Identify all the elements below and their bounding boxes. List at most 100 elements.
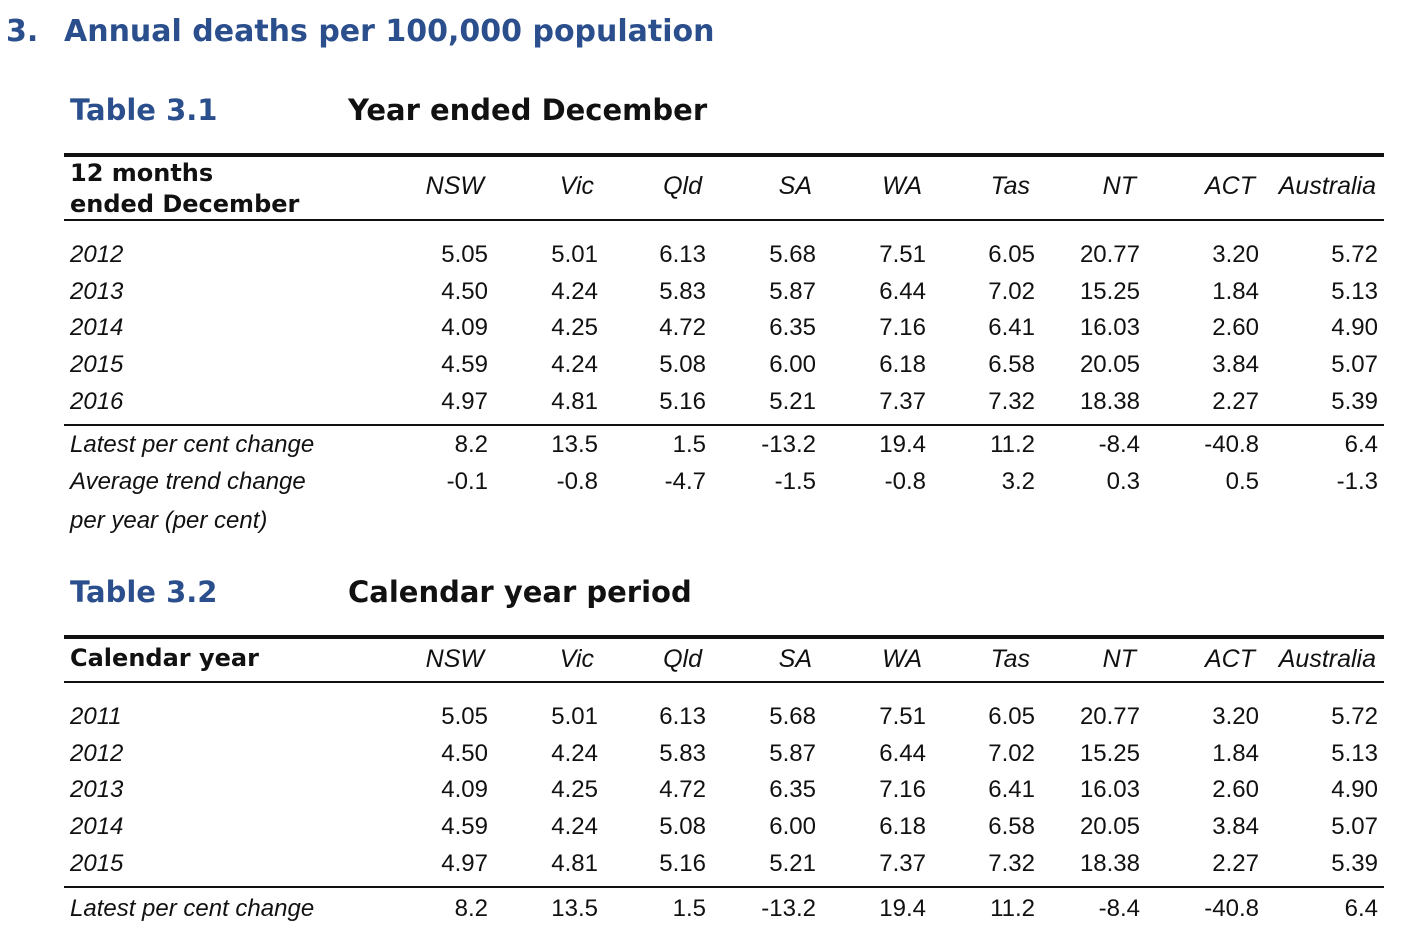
value-cell: 6.58 <box>988 351 1035 379</box>
value-cell: 7.16 <box>879 314 926 342</box>
column-header-australia: Australia <box>1278 645 1376 673</box>
value-cell: 6.00 <box>769 351 816 379</box>
latest-change-value: 11.2 <box>990 431 1035 458</box>
row-year: 2013 <box>70 776 124 804</box>
value-cell: 4.81 <box>551 387 598 415</box>
value-cell: 1.84 <box>1212 277 1259 305</box>
value-cell: 3.84 <box>1212 351 1259 379</box>
latest-change-value: 6.4 <box>1344 431 1378 458</box>
value-cell: 4.59 <box>441 813 488 841</box>
section-number: 3. <box>6 14 39 49</box>
column-header-nt: NT <box>1102 645 1136 673</box>
value-cell: 5.87 <box>769 739 816 767</box>
trend-change-value: 0.5 <box>1225 468 1259 495</box>
value-cell: 5.21 <box>769 387 816 415</box>
value-cell: 4.72 <box>659 314 706 342</box>
latest-change-value: -8.4 <box>1098 895 1140 922</box>
value-cell: 5.87 <box>769 277 816 305</box>
value-cell: 4.72 <box>659 776 706 804</box>
value-cell: 4.24 <box>551 739 598 767</box>
table-1-stub-header-line2: ended December <box>70 190 300 218</box>
value-cell: 18.38 <box>1079 387 1140 415</box>
value-cell: 4.09 <box>441 314 488 342</box>
column-header-tas: Tas <box>990 645 1030 673</box>
value-cell: 6.41 <box>988 776 1035 804</box>
table-1-caption: Year ended December <box>348 93 708 127</box>
value-cell: 6.18 <box>879 351 926 379</box>
value-cell: 7.51 <box>879 703 926 730</box>
latest-change-value: 13.5 <box>551 431 598 458</box>
table-1-summary-rule <box>64 424 1384 426</box>
value-cell: 5.01 <box>551 241 598 268</box>
column-header-qld: Qld <box>663 172 702 200</box>
value-cell: 6.05 <box>988 241 1035 268</box>
value-cell: 4.90 <box>1331 776 1378 804</box>
table-2-caption: Calendar year period <box>348 575 692 609</box>
table-row: 2016 4.97 4.81 5.16 5.21 7.37 7.32 18.38 2.27 5.3… <box>0 384 1422 420</box>
trend-change-value: 3.2 <box>1001 468 1035 495</box>
value-cell: 2.27 <box>1212 849 1259 877</box>
value-cell: 15.25 <box>1079 739 1140 767</box>
latest-change-value: 11.2 <box>990 895 1035 922</box>
row-year: 2014 <box>70 813 124 841</box>
row-year: 2014 <box>70 314 124 342</box>
value-cell: 7.16 <box>879 776 926 804</box>
latest-change-label: Latest per cent change <box>70 895 315 922</box>
table-row: 2014 4.09 4.25 4.72 6.35 7.16 6.41 16.03 2.60 4.9… <box>0 310 1422 346</box>
column-header-wa: WA <box>882 172 922 200</box>
value-cell: 6.35 <box>769 776 816 804</box>
column-header-nsw: NSW <box>425 645 484 673</box>
value-cell: 3.84 <box>1212 813 1259 841</box>
latest-change-value: 6.4 <box>1344 895 1378 922</box>
value-cell: 18.38 <box>1079 849 1140 877</box>
value-cell: 16.03 <box>1079 314 1140 342</box>
column-header-tas: Tas <box>990 172 1030 200</box>
latest-change-value: 13.5 <box>551 895 598 922</box>
value-cell: 7.02 <box>988 739 1035 767</box>
value-cell: 16.03 <box>1079 776 1140 804</box>
latest-change-value: -40.8 <box>1204 895 1259 922</box>
table-row: 2012 5.05 5.01 6.13 5.68 7.51 6.05 20.77 3.20 5.7… <box>0 237 1422 273</box>
trend-change-value: -0.8 <box>556 468 598 495</box>
value-cell: 20.05 <box>1079 813 1140 841</box>
value-cell: 4.09 <box>441 776 488 804</box>
column-header-nt: NT <box>1102 172 1136 200</box>
section-heading: Annual deaths per 100,000 population <box>64 14 715 49</box>
column-header-vic: Vic <box>559 645 594 673</box>
trend-change-value: -4.7 <box>664 468 706 495</box>
value-cell: 3.20 <box>1212 703 1259 730</box>
table-1-top-rule <box>64 153 1384 157</box>
table-row: 2014 4.59 4.24 5.08 6.00 6.18 6.58 20.05 3.84 5.0… <box>0 809 1422 845</box>
value-cell: 4.24 <box>551 351 598 379</box>
value-cell: 5.07 <box>1331 351 1378 379</box>
latest-change-value: 1.5 <box>672 431 706 458</box>
latest-change-value: 19.4 <box>879 895 926 922</box>
table-row: 2011 5.05 5.01 6.13 5.68 7.51 6.05 20.77 3.20 5.7… <box>0 699 1422 735</box>
table-row: 2015 4.59 4.24 5.08 6.00 6.18 6.58 20.05 3.84 5.0… <box>0 347 1422 383</box>
value-cell: 5.39 <box>1331 849 1378 877</box>
row-year: 2015 <box>70 351 124 379</box>
value-cell: 4.81 <box>551 849 598 877</box>
trend-change-value: -1.5 <box>774 468 816 495</box>
trend-change-value: 0.3 <box>1106 468 1140 495</box>
table-row: 2013 4.09 4.25 4.72 6.35 7.16 6.41 16.03 2.60 4.9… <box>0 772 1422 808</box>
value-cell: 7.32 <box>988 849 1035 877</box>
value-cell: 5.05 <box>441 241 488 268</box>
latest-change-value: -40.8 <box>1204 431 1259 458</box>
value-cell: 6.44 <box>879 739 926 767</box>
table-row: 2013 4.50 4.24 5.83 5.87 6.44 7.02 15.25 1.84 5.1… <box>0 274 1422 310</box>
value-cell: 4.97 <box>441 387 488 415</box>
value-cell: 7.51 <box>879 241 926 268</box>
value-cell: 5.13 <box>1331 277 1378 305</box>
value-cell: 4.50 <box>441 277 488 305</box>
column-header-sa: SA <box>778 172 812 200</box>
value-cell: 5.07 <box>1331 813 1378 841</box>
value-cell: 4.97 <box>441 849 488 877</box>
latest-change-value: 19.4 <box>879 431 926 458</box>
value-cell: 2.27 <box>1212 387 1259 415</box>
value-cell: 6.58 <box>988 813 1035 841</box>
table-2-stub-header: Calendar year <box>70 644 259 672</box>
value-cell: 15.25 <box>1079 277 1140 305</box>
table-2-header-row: NSW Vic Qld SA WA Tas NT ACT Australia <box>0 641 1422 677</box>
table-1-header-rule <box>64 219 1384 221</box>
